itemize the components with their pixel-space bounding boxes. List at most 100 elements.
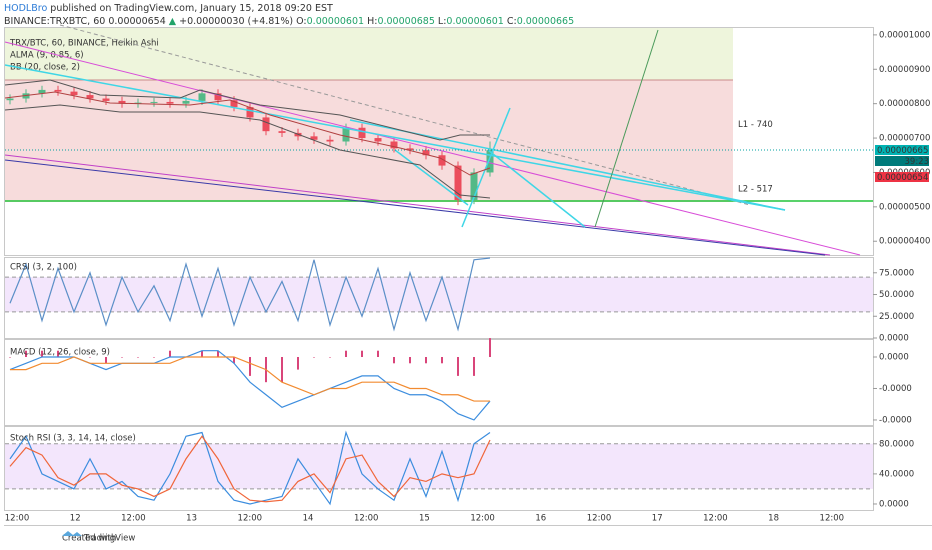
h-label: H:	[367, 16, 377, 27]
candle-body	[454, 165, 462, 200]
candle-body	[262, 117, 270, 132]
x-tick-label: 12:00	[587, 514, 612, 524]
trend-line	[4, 154, 831, 256]
band-fill	[5, 277, 873, 312]
bb-basis	[4, 91, 491, 176]
histogram-bar	[489, 338, 491, 357]
candle-body	[422, 150, 430, 156]
y-tick-label: 40.0000	[879, 469, 914, 479]
h: 0.00000685	[377, 16, 434, 27]
c: 0.00000665	[517, 16, 574, 27]
candle-body	[134, 102, 142, 104]
candle-body	[214, 93, 222, 101]
y-tick-label: 0.0000	[879, 334, 909, 344]
panel-title: MACD (12, 26, close, 9)	[10, 348, 110, 358]
c-label: C:	[507, 16, 517, 27]
candle-body	[150, 101, 158, 103]
header-line2: BINANCE:TRXBTC, 60 0.00000654 ▲ +0.00000…	[4, 16, 574, 27]
x-tick-label: 13	[186, 514, 197, 524]
histogram-bar	[345, 350, 347, 357]
o-label: O:	[296, 16, 307, 27]
histogram-bar	[233, 357, 235, 364]
candle-body	[166, 101, 174, 104]
panel-title: TRX/BTC, 60, BINANCE, Heikin Ashi	[9, 39, 159, 49]
trend-line	[4, 64, 786, 211]
last: 0.00000654	[108, 16, 165, 27]
macd-line	[10, 356, 490, 402]
x-tick-label: 12:00	[354, 514, 379, 524]
candle-body	[438, 155, 446, 166]
y-tick-label: 25.0000	[879, 312, 914, 322]
histogram-bar	[441, 357, 443, 364]
x-tick-label: 12:00	[820, 514, 845, 524]
price-badge-text: 0.00000654	[877, 173, 928, 183]
fan-line	[394, 149, 469, 206]
trend-line	[349, 119, 786, 211]
candle-body	[182, 100, 190, 104]
stoch-frame	[4, 426, 874, 511]
band-fill	[5, 443, 873, 489]
histogram-bar	[9, 357, 11, 358]
crsi-line	[9, 257, 491, 332]
histogram-bar	[377, 350, 379, 357]
y-tick-label: 0.00000500	[879, 202, 930, 212]
y-tick-label: -0.0000	[879, 415, 912, 425]
candle-body	[86, 95, 94, 99]
histogram-bar	[41, 350, 43, 357]
x-tick-label: 14	[303, 514, 314, 524]
price-badge	[875, 156, 929, 166]
histogram-bar	[57, 350, 59, 357]
l-label: L:	[438, 16, 447, 27]
arrow: ▲	[169, 16, 177, 27]
green-zone	[5, 28, 733, 80]
y-tick-label: 50.0000	[879, 290, 914, 300]
stoch-line	[9, 430, 491, 506]
price-badge-text: 39:23	[905, 157, 930, 167]
x-tick-label: 12:00	[238, 514, 263, 524]
candle-body	[6, 98, 14, 101]
published: published on TradingView.com, January 15…	[47, 3, 333, 14]
symbol: BINANCE:TRXBTC, 60	[4, 16, 105, 27]
y-tick-label: 75.0000	[879, 268, 914, 278]
candle-body	[374, 138, 382, 142]
x-tick-label: 15	[419, 514, 430, 524]
level-label: L2 - 517	[738, 185, 773, 195]
price-frame	[4, 27, 874, 256]
candle-body	[486, 150, 494, 173]
histogram-bar	[409, 357, 411, 364]
price-badge-text: 0.00000665	[877, 146, 928, 156]
brand[interactable]: TradingView	[83, 534, 135, 544]
histogram-bar	[457, 357, 459, 376]
candle-body	[198, 93, 206, 101]
candle-body	[310, 136, 318, 140]
candle-body	[406, 148, 414, 151]
x-tick-label: 12	[70, 514, 81, 524]
histogram-bar	[425, 357, 427, 364]
x-tick-label: 12:00	[470, 514, 495, 524]
indicator-label: BB (20, close, 2)	[10, 63, 80, 73]
header-line1: HODLBro published on TradingView.com, Ja…	[4, 3, 333, 14]
histogram-bar	[281, 357, 283, 383]
histogram-bar	[329, 357, 331, 358]
stoch-line	[9, 435, 491, 503]
histogram-bar	[25, 350, 27, 357]
histogram-bar	[217, 350, 219, 357]
x-tick-label: 17	[652, 514, 663, 524]
histogram-bar	[201, 350, 203, 357]
histogram-bar	[169, 350, 171, 357]
x-tick-label: 12:00	[5, 514, 30, 524]
o: 0.00000601	[307, 16, 364, 27]
candle-body	[230, 100, 238, 108]
author[interactable]: HODLBro	[4, 3, 47, 14]
histogram-bar	[393, 357, 395, 364]
candle-body	[470, 172, 478, 200]
y-tick-label: 0.00000700	[879, 134, 930, 144]
histogram-bar	[121, 357, 123, 358]
candle-body	[102, 98, 110, 101]
price-badge	[875, 145, 929, 155]
x-tick-label: 18	[768, 514, 779, 524]
histogram-bar	[137, 357, 139, 358]
histogram-bar	[105, 357, 107, 364]
histogram-bar	[313, 357, 315, 358]
